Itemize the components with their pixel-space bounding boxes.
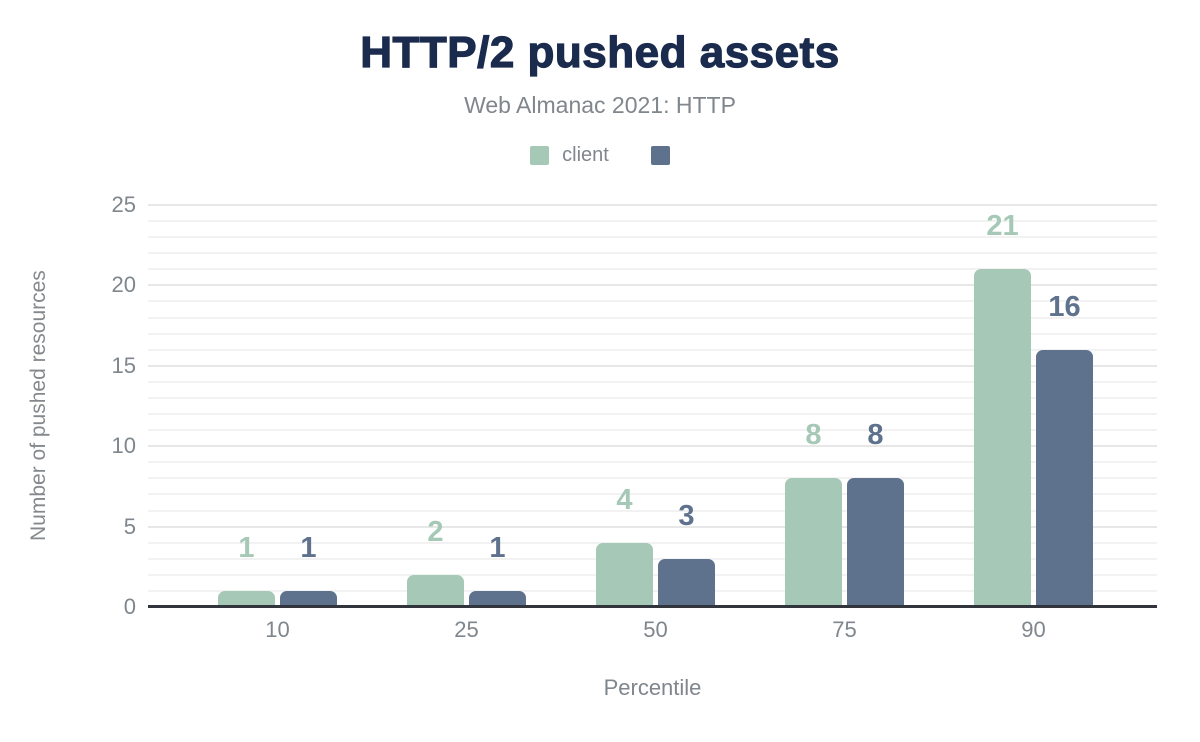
bar-value-label: 16 bbox=[1048, 290, 1081, 323]
y-tick-label: 5 bbox=[123, 513, 136, 539]
bar-wrap: 3 bbox=[658, 501, 715, 607]
bar-wrap: 8 bbox=[847, 421, 904, 607]
bar-value-label: 8 bbox=[805, 419, 822, 452]
bar-client-p75[interactable] bbox=[785, 478, 842, 607]
bar-client-p50[interactable] bbox=[596, 542, 653, 607]
chart-subtitle: Web Almanac 2021: HTTP bbox=[464, 92, 736, 118]
bar-wrap: 21 bbox=[974, 212, 1031, 607]
bar-client-p90[interactable] bbox=[974, 269, 1031, 607]
chart-legend: client bbox=[0, 144, 1200, 167]
x-axis-line bbox=[148, 605, 1157, 608]
x-axis-title: Percentile bbox=[603, 675, 702, 700]
minor-gridline bbox=[148, 509, 1157, 512]
minor-gridline bbox=[148, 268, 1157, 271]
major-gridline bbox=[148, 445, 1157, 448]
y-axis-ticks: 0 5 10 15 20 25 bbox=[0, 193, 136, 619]
legend-swatch-icon bbox=[530, 146, 550, 165]
chart-title: HTTP/2 pushed assets bbox=[360, 27, 840, 77]
bar-wrap: 1 bbox=[280, 533, 337, 607]
minor-gridline bbox=[148, 380, 1157, 383]
major-gridline bbox=[148, 364, 1157, 367]
minor-gridline bbox=[148, 493, 1157, 496]
bar-value-label: 2 bbox=[427, 515, 444, 548]
bar-value-label: 4 bbox=[616, 483, 633, 516]
bar-value-label: 1 bbox=[238, 531, 255, 564]
minor-gridline bbox=[148, 429, 1157, 432]
minor-gridline bbox=[148, 252, 1157, 255]
minor-gridline bbox=[148, 541, 1157, 544]
bar-value-label: 3 bbox=[678, 499, 695, 532]
x-tick-label: 75 bbox=[832, 617, 857, 642]
bar-client-p25[interactable] bbox=[407, 574, 464, 607]
legend-item-series2[interactable] bbox=[650, 146, 670, 165]
x-tick-label: 90 bbox=[1021, 617, 1046, 642]
y-tick-label: 10 bbox=[111, 433, 136, 459]
minor-gridline bbox=[148, 348, 1157, 351]
bar-wrap: 1 bbox=[218, 533, 275, 607]
y-tick-label: 0 bbox=[123, 594, 136, 619]
legend-swatch-icon bbox=[650, 146, 670, 165]
major-gridline bbox=[148, 525, 1157, 528]
bar-wrap: 16 bbox=[1036, 292, 1093, 607]
bar-client-p10[interactable] bbox=[218, 590, 275, 607]
plot-area: 10 25 50 75 90 Percentile 1 1 2 1 4 3 8 8 21 16 bbox=[148, 204, 1157, 700]
bar-wrap: 2 bbox=[407, 517, 464, 607]
minor-gridline bbox=[148, 332, 1157, 335]
minor-gridline bbox=[148, 300, 1157, 303]
x-tick-label: 25 bbox=[454, 617, 479, 642]
x-tick-label: 10 bbox=[265, 617, 290, 642]
minor-gridline bbox=[148, 413, 1157, 416]
bar-value-label: 1 bbox=[489, 531, 506, 564]
bar-wrap: 1 bbox=[469, 533, 526, 607]
legend-item-client[interactable]: client bbox=[530, 144, 609, 167]
y-tick-label: 25 bbox=[111, 192, 136, 217]
y-tick-label: 15 bbox=[111, 352, 136, 378]
legend-label: client bbox=[562, 144, 609, 166]
minor-gridline bbox=[148, 316, 1157, 319]
minor-gridline bbox=[148, 220, 1157, 223]
minor-gridline bbox=[148, 461, 1157, 464]
bar-series2-p25[interactable] bbox=[469, 590, 526, 607]
bar-series2-p75[interactable] bbox=[847, 478, 904, 607]
major-gridline bbox=[148, 284, 1157, 287]
bar-value-label: 21 bbox=[986, 210, 1019, 243]
minor-gridline bbox=[148, 477, 1157, 480]
minor-gridline bbox=[148, 236, 1157, 239]
minor-gridline bbox=[148, 396, 1157, 399]
bar-wrap: 4 bbox=[596, 485, 653, 607]
x-tick-label: 50 bbox=[643, 617, 668, 642]
bar-series2-p90[interactable] bbox=[1036, 349, 1093, 607]
y-tick-label: 20 bbox=[111, 272, 136, 298]
bar-group-p90: 21 16 bbox=[974, 205, 1093, 607]
bar-value-label: 8 bbox=[867, 419, 884, 452]
bar-wrap: 8 bbox=[785, 421, 842, 607]
major-gridline bbox=[148, 204, 1157, 206]
bar-series2-p10[interactable] bbox=[280, 590, 337, 607]
bar-series2-p50[interactable] bbox=[658, 558, 715, 607]
bar-value-label: 1 bbox=[300, 531, 317, 564]
